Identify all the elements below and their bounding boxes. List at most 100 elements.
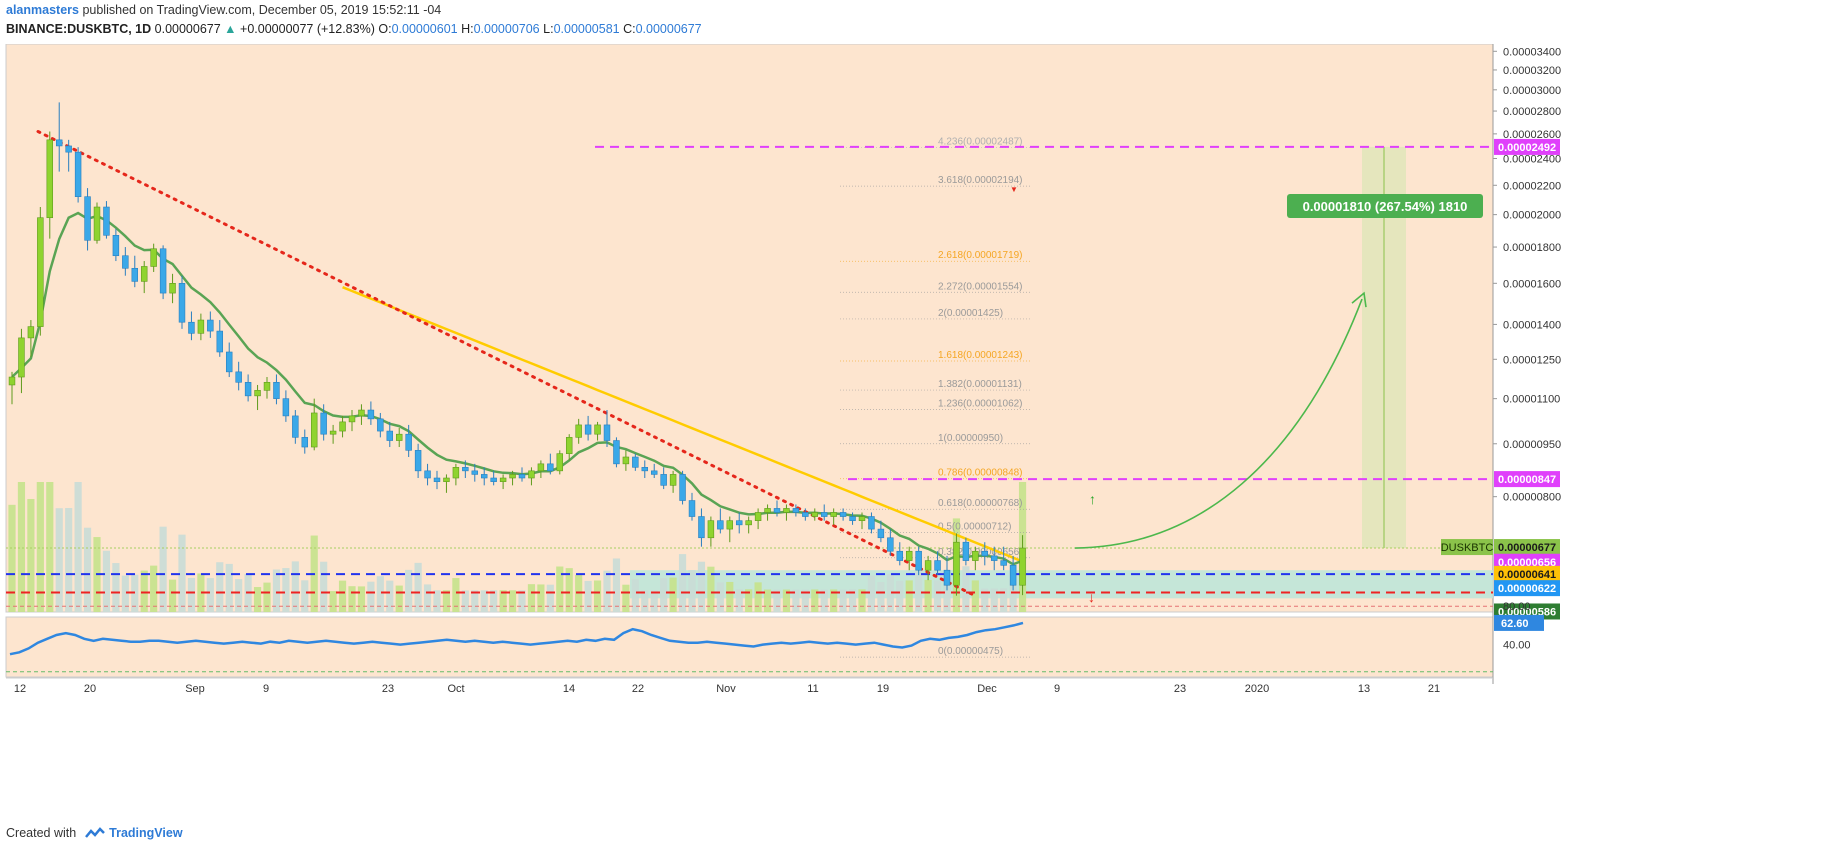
volume-bar <box>981 588 989 612</box>
low-value: 0.00000581 <box>553 22 620 36</box>
candle-body <box>273 381 280 399</box>
volume-bar <box>187 577 196 612</box>
volume-bar <box>480 590 488 612</box>
price-tag-label: 0.00000847 <box>1498 474 1556 486</box>
candle-body <box>556 453 564 472</box>
candle-body <box>8 376 16 386</box>
candle-body <box>792 508 800 513</box>
candle-body <box>197 319 205 334</box>
volume-bar <box>527 584 536 612</box>
volume-bar <box>65 508 73 612</box>
candle-body <box>348 415 356 423</box>
volume-bar <box>36 482 44 612</box>
candle-body <box>235 371 242 383</box>
volume-bar <box>650 590 658 612</box>
price-tick-label: 0.00001250 <box>1503 354 1561 366</box>
tradingview-brand[interactable]: TradingView <box>109 826 183 840</box>
candle-body <box>565 437 573 454</box>
candle-body <box>207 319 214 332</box>
time-tick-label: 14 <box>563 683 575 695</box>
candle-body <box>18 337 25 378</box>
candle-body <box>943 569 951 586</box>
volume-bar <box>471 590 479 612</box>
volume-bar <box>329 591 337 612</box>
candle-body <box>216 330 224 353</box>
candle-body <box>905 550 913 561</box>
symbol-label: BINANCE:DUSKBTC, 1D <box>6 22 152 36</box>
candle-body <box>367 409 375 420</box>
candle-body <box>263 381 271 391</box>
publish-info: published on TradingView.com, December 0… <box>82 3 442 17</box>
volume-bar <box>150 565 158 612</box>
volume-bar <box>206 578 214 612</box>
volume-bar <box>726 581 734 612</box>
price-tick-label: 0.00000800 <box>1503 492 1561 504</box>
time-tick-label: 23 <box>1174 683 1186 695</box>
volume-bar <box>745 589 753 612</box>
price-tag-bg <box>1494 565 1560 582</box>
price-tick-label: 0.00002000 <box>1503 210 1561 222</box>
volume-bar <box>886 574 894 612</box>
projection-arrowhead <box>1351 291 1367 308</box>
author-link[interactable]: alanmasters <box>6 3 79 17</box>
triangle-up-icon: ▲ <box>224 22 237 36</box>
price-tag-label: 0.00002492 <box>1498 142 1556 154</box>
candle-body <box>528 470 535 479</box>
volume-bar <box>697 561 706 612</box>
ema-fast-line <box>11 211 1024 566</box>
price-tick-label: 0.00000950 <box>1503 439 1561 451</box>
volume-bar <box>461 590 469 612</box>
price-tag-bg <box>1494 471 1560 488</box>
candle-body <box>839 512 847 517</box>
volume-bar <box>442 590 451 612</box>
high-value: 0.00000706 <box>473 22 540 36</box>
price-tick-label: 0.00002800 <box>1503 106 1561 118</box>
candle-body <box>773 508 781 513</box>
volume-bar <box>490 590 498 612</box>
volume-bar <box>782 589 791 612</box>
candle-body <box>339 421 346 432</box>
candle-body <box>131 267 139 282</box>
price-tag-label: 0.00000677 <box>1498 542 1556 554</box>
price-tick-label: 0.00001600 <box>1503 278 1561 290</box>
volume-bar <box>811 589 819 612</box>
time-tick-label: Oct <box>447 683 464 695</box>
target-label-box <box>1287 194 1483 218</box>
price-pane <box>5 44 1494 613</box>
volume-bar <box>584 580 592 612</box>
time-tick-label: 9 <box>263 683 269 695</box>
volume-bar <box>140 570 148 612</box>
fib-level-label: 3.618(0.00002194) <box>938 175 1023 186</box>
oscillator-tick-label: 40.00 <box>1503 640 1531 652</box>
candle-body <box>745 520 752 526</box>
oscillator-tag-label: 62.60 <box>1501 618 1529 630</box>
volume-bar <box>905 580 913 612</box>
volume-bar <box>688 570 696 612</box>
fib-level-label: 2.618(0.00001719) <box>938 250 1023 261</box>
candle-body <box>358 409 365 417</box>
candle-body <box>698 516 705 539</box>
volume-bar <box>735 589 743 612</box>
volume-bar <box>508 590 517 612</box>
volume-bar <box>678 554 687 612</box>
price-tick-label: 0.00003200 <box>1503 65 1561 77</box>
volume-bar <box>848 589 857 612</box>
candle-body <box>726 520 734 530</box>
ohlc-line: BINANCE:DUSKBTC, 1D 0.00000677 ▲ +0.0000… <box>6 22 702 36</box>
candle-body <box>820 512 828 517</box>
candle-body <box>669 474 677 486</box>
candle-body <box>405 433 412 451</box>
price-chart[interactable]: 4.236(0.00002487) 3.618(0.00002194) 2.618(… <box>0 44 1828 824</box>
price-tick-label: 0.00001100 <box>1503 394 1560 406</box>
downtrend-line <box>36 130 977 598</box>
volume-bar <box>867 575 876 612</box>
chart-header: alanmasters published on TradingView.com… <box>0 0 1828 44</box>
projection-curve <box>1074 298 1363 549</box>
volume-bar <box>924 579 932 612</box>
volume-bar <box>235 579 243 612</box>
open-label: O: <box>378 22 392 36</box>
volume-bar <box>820 589 828 612</box>
volume-bar <box>593 580 602 612</box>
candle-body <box>877 528 885 539</box>
volume-bar <box>367 581 375 612</box>
